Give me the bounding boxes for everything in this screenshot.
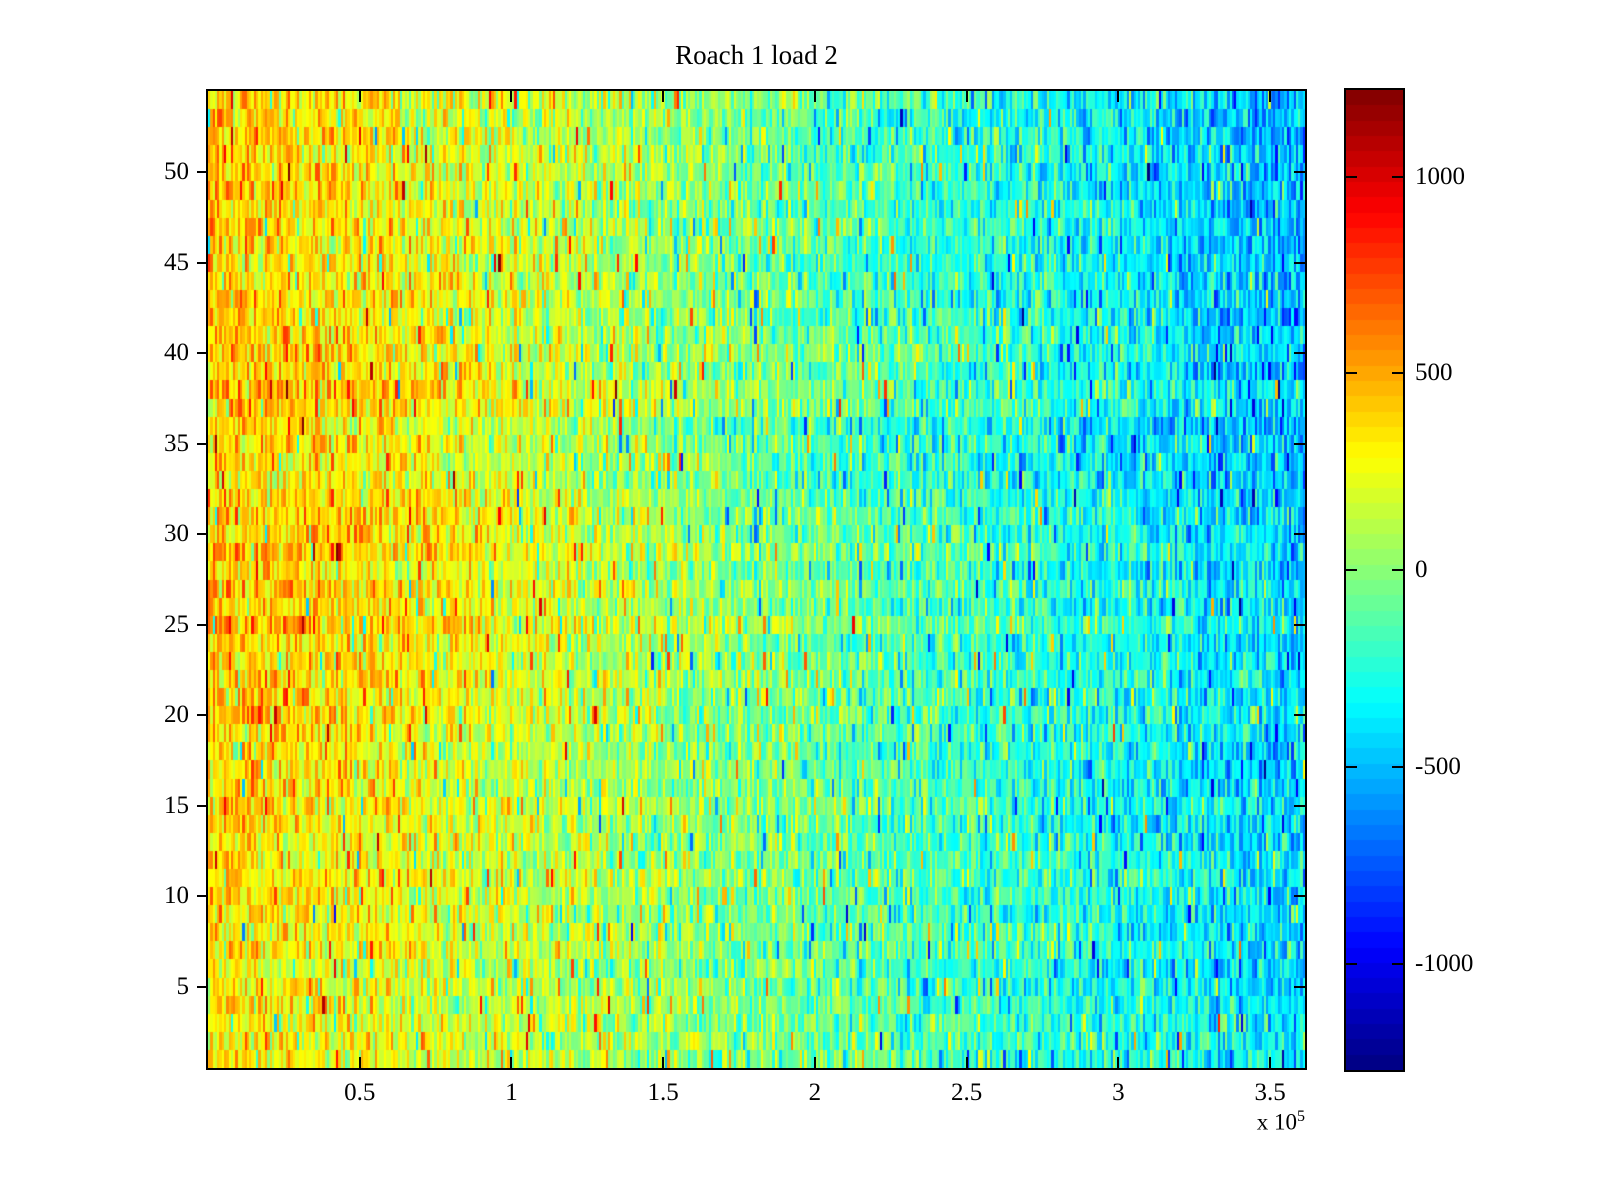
colorbar-tick-left — [1346, 175, 1357, 178]
colorbar-tick-label: 1000 — [1415, 162, 1465, 190]
colorbar-tick-label: 0 — [1415, 556, 1428, 584]
colorbar-tick-right — [1392, 962, 1403, 965]
colorbar — [1344, 88, 1405, 1072]
colorbar-tick-right — [1392, 569, 1403, 572]
y-axis-tick-label: 50 — [164, 158, 189, 186]
x-axis-tick-top — [510, 91, 513, 102]
colorbar-tick-right — [1392, 175, 1403, 178]
x-axis-tick-label: 3.5 — [1254, 1079, 1286, 1106]
y-axis-tick — [197, 442, 208, 445]
x-axis-tick-label: 1.5 — [647, 1079, 679, 1106]
y-axis-tick-right — [1294, 804, 1305, 807]
y-axis-tick — [197, 623, 208, 626]
x-axis-tick — [813, 1057, 816, 1068]
y-axis-tick — [197, 714, 208, 717]
x-axis-tick-label: 2.5 — [951, 1079, 983, 1106]
colorbar-tick-label: -500 — [1415, 752, 1461, 780]
y-axis-tick-right — [1294, 985, 1305, 988]
x-axis-tick — [662, 1057, 665, 1068]
y-axis-tick-right — [1294, 442, 1305, 445]
y-axis-tick-right — [1294, 171, 1305, 174]
colorbar-tick-left — [1346, 962, 1357, 965]
y-axis-tick — [197, 985, 208, 988]
colorbar-tick-label: -1000 — [1415, 949, 1474, 977]
y-axis-tick — [197, 804, 208, 807]
x-axis-tick-top — [965, 91, 968, 102]
y-axis-tick — [197, 352, 208, 355]
x-axis-tick — [1269, 1057, 1272, 1068]
y-axis-tick-right — [1294, 261, 1305, 264]
x-axis-tick — [965, 1057, 968, 1068]
colorbar-tick-left — [1346, 569, 1357, 572]
y-axis-tick — [197, 261, 208, 264]
y-axis-tick — [197, 171, 208, 174]
colorbar-tick-label: 500 — [1415, 359, 1453, 387]
colorbar-tick-right — [1392, 372, 1403, 375]
y-axis-tick-label: 40 — [164, 339, 189, 367]
heatmap-plot — [206, 89, 1307, 1070]
y-axis-tick — [197, 895, 208, 898]
colorbar-tick-right — [1392, 765, 1403, 768]
y-axis-tick-label: 20 — [164, 701, 189, 729]
y-axis-tick-label: 15 — [164, 791, 189, 819]
y-axis-tick-label: 45 — [164, 248, 189, 276]
x-axis-tick-top — [813, 91, 816, 102]
x-axis-tick — [358, 1057, 361, 1068]
x-axis-offset-label: x 105 — [1105, 1108, 1305, 1136]
y-axis-tick-label: 10 — [164, 882, 189, 910]
chart-title: Roach 1 load 2 — [675, 40, 838, 70]
colorbar-canvas — [1346, 90, 1403, 1070]
x-axis-tick-top — [1269, 91, 1272, 102]
x-axis-offset-exponent: 5 — [1297, 1108, 1305, 1125]
y-axis-tick-right — [1294, 895, 1305, 898]
x-axis-tick — [1117, 1057, 1120, 1068]
x-axis-tick-label: 3 — [1112, 1079, 1125, 1106]
y-axis-tick-label: 30 — [164, 520, 189, 548]
x-axis-tick-label: 2 — [808, 1079, 822, 1106]
x-axis-tick-top — [1117, 91, 1120, 102]
y-axis-tick-right — [1294, 623, 1305, 626]
colorbar-tick-left — [1346, 765, 1357, 768]
y-axis-tick-right — [1294, 352, 1305, 355]
x-axis-tick-top — [358, 91, 361, 102]
y-axis-tick-right — [1294, 533, 1305, 536]
y-axis-tick-right — [1294, 714, 1305, 717]
x-axis-tick-label: 1 — [505, 1079, 518, 1106]
x-axis-tick — [510, 1057, 513, 1068]
y-axis-tick-label: 25 — [164, 610, 189, 638]
x-axis-tick-label: 0.5 — [344, 1079, 376, 1106]
y-axis-tick — [197, 533, 208, 536]
heatmap-canvas — [208, 91, 1305, 1068]
colorbar-tick-left — [1346, 372, 1357, 375]
x-axis-offset-text: x 10 — [1256, 1109, 1297, 1135]
y-axis-tick-label: 35 — [164, 429, 189, 457]
x-axis-tick-top — [662, 91, 665, 102]
y-axis-tick-label: 5 — [176, 972, 190, 1000]
